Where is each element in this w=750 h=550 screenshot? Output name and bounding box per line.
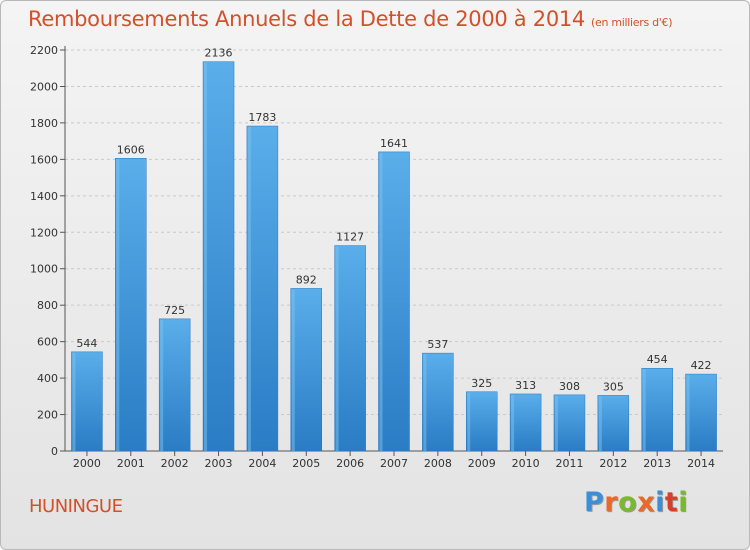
- chart-title: Remboursements Annuels de la Dette de 20…: [28, 7, 672, 31]
- y-tick-label: 400: [37, 372, 58, 385]
- x-tick-label-2008: 2008: [424, 457, 452, 470]
- bar-2001: [115, 158, 147, 452]
- value-label-2010: 313: [515, 379, 536, 392]
- y-tick-label: 1000: [30, 263, 58, 276]
- bar-highlight: [247, 127, 251, 452]
- bar-highlight: [642, 369, 646, 451]
- y-tick-label: 2000: [30, 80, 58, 93]
- value-label-2003: 2136: [205, 47, 233, 60]
- value-label-2012: 305: [603, 380, 624, 393]
- value-label-2014: 422: [691, 359, 712, 372]
- x-tick-label-2003: 2003: [205, 457, 233, 470]
- bar-highlight: [423, 354, 427, 451]
- bar-highlight: [72, 352, 76, 451]
- y-tick-label: 1200: [30, 226, 58, 239]
- bar-highlight: [291, 289, 295, 451]
- bar-2011: [553, 394, 586, 452]
- value-label-2013: 454: [647, 353, 668, 366]
- bar-2002: [158, 318, 191, 452]
- y-tick-label: 1800: [30, 117, 58, 130]
- bar-highlight: [116, 159, 120, 451]
- x-tick-label-2013: 2013: [643, 457, 671, 470]
- bar-highlight: [204, 62, 208, 451]
- x-tick-label-2002: 2002: [161, 457, 189, 470]
- logo-letter: o: [618, 487, 638, 518]
- y-tick-label: 1600: [30, 153, 58, 166]
- y-tick-label: 1400: [30, 190, 58, 203]
- x-tick-label-2000: 2000: [73, 457, 101, 470]
- x-tick-label-2007: 2007: [380, 457, 408, 470]
- bar-2000: [71, 351, 103, 452]
- bar-2009: [465, 391, 498, 452]
- y-tick-label: 2200: [30, 44, 58, 57]
- y-tick-label: 200: [37, 409, 58, 422]
- proxiti-logo: Proxiti: [584, 487, 688, 518]
- logo-letter: r: [604, 487, 619, 518]
- bar-2004: [246, 125, 279, 452]
- bar-2006: [334, 245, 366, 452]
- y-tick-label: 600: [37, 336, 58, 349]
- value-label-2000: 544: [76, 337, 97, 350]
- value-label-2011: 308: [559, 380, 580, 393]
- logo-letter: t: [664, 487, 679, 518]
- logo-letter: x: [637, 487, 656, 518]
- logo-letter: i: [678, 487, 689, 518]
- bar-highlight: [554, 395, 558, 451]
- bar-2008: [422, 352, 454, 452]
- value-label-2001: 1606: [117, 143, 145, 156]
- x-tick-label-2006: 2006: [336, 457, 364, 470]
- bar-2007: [378, 151, 410, 452]
- x-tick-label-2001: 2001: [117, 457, 145, 470]
- value-label-2006: 1127: [336, 231, 364, 244]
- chart-title-text: Remboursements Annuels de la Dette de 20…: [28, 7, 585, 31]
- bar-highlight: [511, 394, 515, 451]
- value-label-2007: 1641: [380, 137, 408, 150]
- x-tick-label-2009: 2009: [468, 457, 496, 470]
- x-tick-label-2010: 2010: [512, 457, 540, 470]
- bar-highlight: [467, 392, 471, 451]
- bar-2013: [641, 367, 673, 452]
- value-label-2005: 892: [296, 273, 317, 286]
- logo-letter: i: [655, 487, 665, 518]
- y-tick-label: 800: [37, 299, 58, 312]
- value-label-2008: 537: [427, 338, 448, 351]
- bar-2012: [597, 395, 630, 452]
- bar-highlight: [379, 152, 383, 452]
- bar-highlight: [335, 246, 339, 451]
- logo-letter: P: [584, 487, 605, 518]
- bar-2005: [290, 288, 323, 452]
- value-label-2009: 325: [471, 377, 492, 390]
- bar-2010: [509, 393, 542, 452]
- labels: 0 200 400 600 800 1000 1200 1400 1600 1800 2000 220…: [30, 44, 715, 470]
- value-label-2004: 1783: [248, 111, 276, 124]
- y-tick-label: 0: [51, 445, 58, 458]
- x-tick-label-2012: 2012: [599, 457, 627, 470]
- x-tick-label-2014: 2014: [687, 457, 715, 470]
- chart-subtitle: (en milliers d'€): [591, 16, 673, 29]
- x-tick-label-2011: 2011: [555, 457, 583, 470]
- bar-highlight: [686, 375, 690, 451]
- value-label-2002: 725: [164, 304, 185, 317]
- bar-2014: [685, 373, 717, 452]
- commune-name: HUNINGUE: [29, 496, 123, 517]
- bar-2003: [202, 61, 235, 452]
- bar-highlight: [598, 396, 602, 451]
- bars: [71, 61, 717, 452]
- x-tick-label-2004: 2004: [248, 457, 276, 470]
- bar-highlight: [160, 319, 164, 451]
- x-tick-label-2005: 2005: [292, 457, 320, 470]
